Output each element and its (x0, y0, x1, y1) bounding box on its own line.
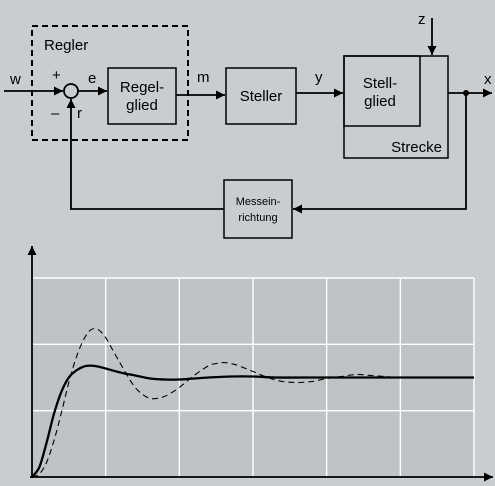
series-layer (31, 328, 474, 478)
controller-label: Regler (44, 37, 88, 54)
step-response-chart (27, 246, 493, 482)
regelglied-label-line1: Regel- (120, 79, 164, 96)
messeinrichtung-block (223, 179, 293, 239)
messeinrichtung-label-line1: Messein- (236, 196, 281, 208)
feedback-path-out (293, 93, 467, 214)
signal-label-y: y (315, 69, 323, 86)
messeinrichtung-label-line2: richtung (238, 212, 277, 224)
stellglied-block (343, 55, 421, 127)
regelglied-label-line2: glied (126, 97, 158, 114)
stellglied-label-line2: glied (364, 93, 396, 110)
regelglied-block (107, 67, 177, 125)
steller-block (225, 67, 297, 125)
signal-label-plus: + (52, 67, 61, 84)
series-line-solid (31, 364, 474, 478)
signal-label-x: x (484, 71, 492, 88)
series-line-dashed (31, 328, 474, 478)
stellglied-label-line1: Stell- (363, 75, 397, 92)
signal-label-e: e (88, 70, 96, 87)
controller-boundary (31, 25, 189, 141)
signal-label-m: m (197, 69, 210, 86)
feedback-path-in (66, 99, 224, 210)
summing-junction (63, 83, 79, 99)
signal-label-z: z (418, 11, 426, 28)
signal-label-w: w (9, 71, 21, 88)
block-diagram: Regler Regel- glied Steller Stell- glied… (4, 11, 492, 239)
signal-label-minus: – (51, 105, 60, 122)
signal-label-r: r (77, 105, 82, 122)
steller-label: Steller (240, 88, 283, 105)
strecke-label: Strecke (391, 139, 442, 156)
